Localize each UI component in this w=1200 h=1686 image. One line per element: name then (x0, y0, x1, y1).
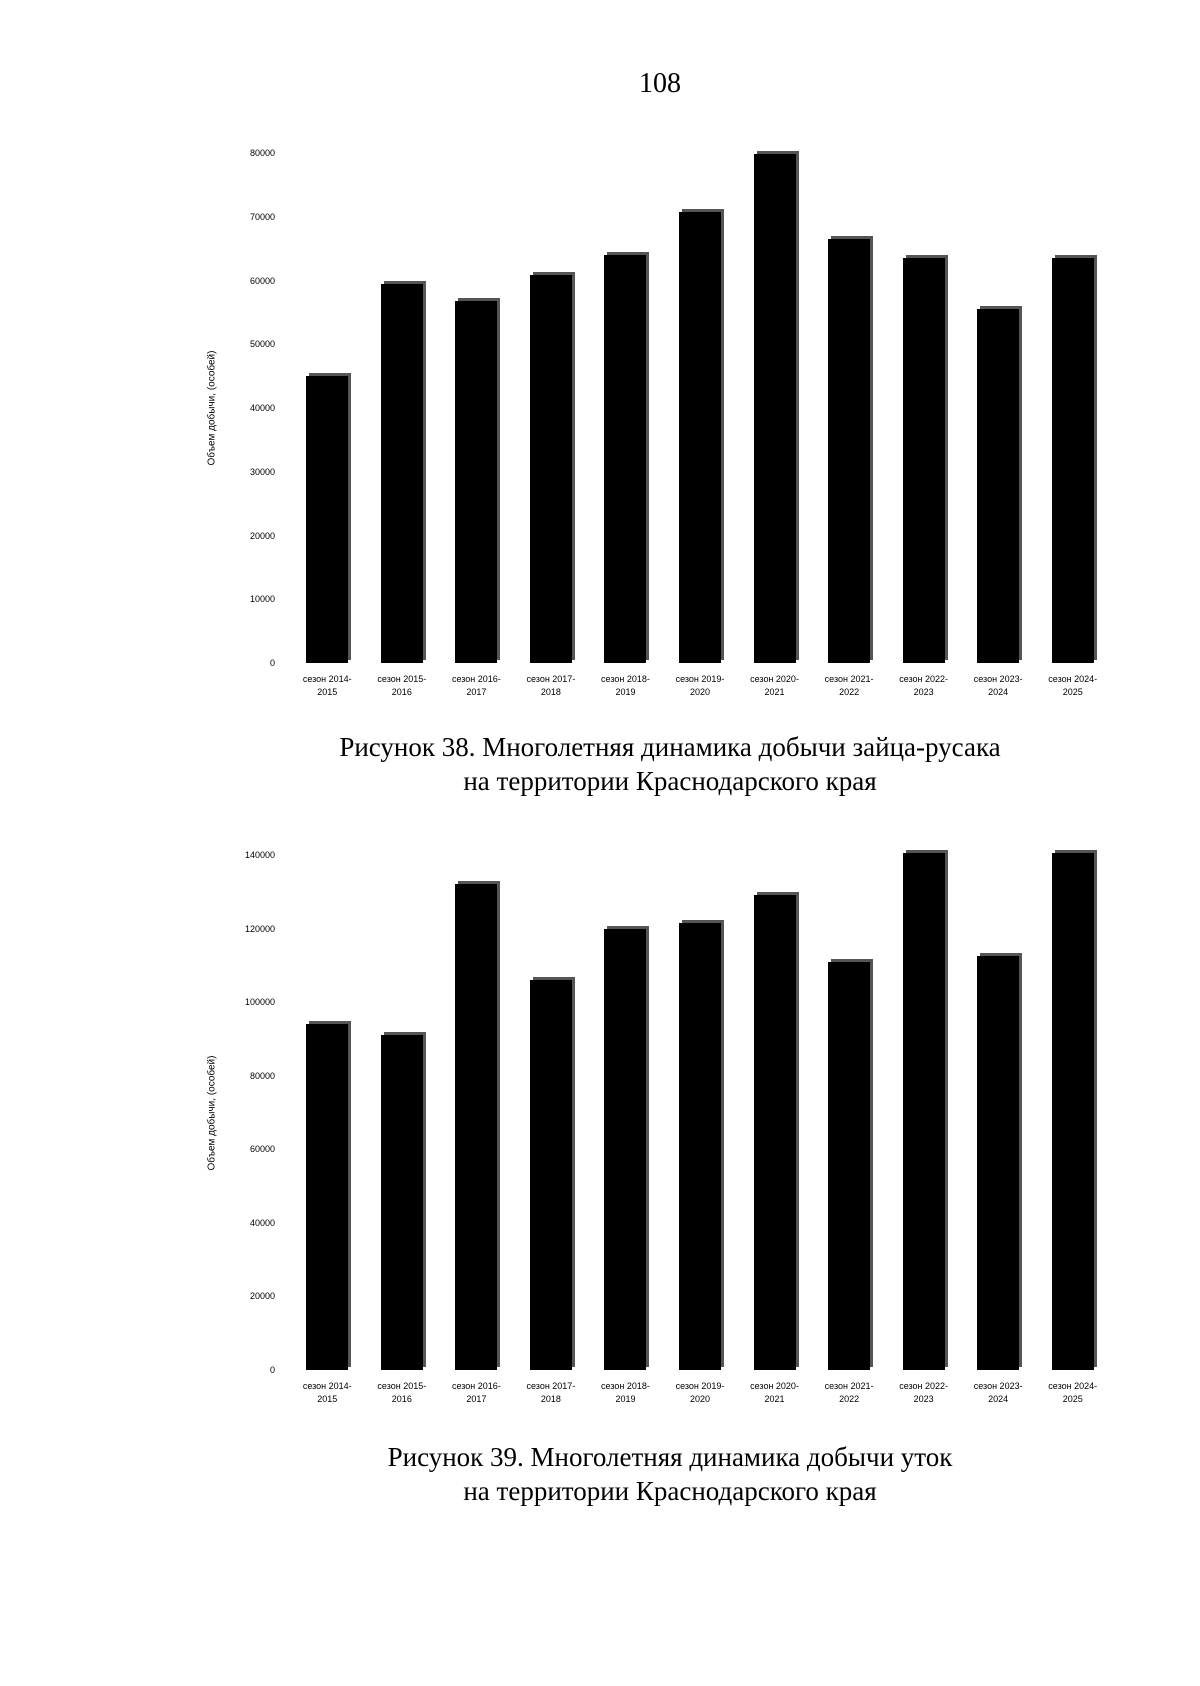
y-tick-label: 140000 (244, 850, 275, 860)
y-tick-label: 60000 (249, 1144, 275, 1155)
x-tick-label: сезон 2014- 2015 (302, 1381, 352, 1404)
x-tick-label: сезон 2015- 2016 (377, 674, 427, 697)
y-tick-label: 100000 (244, 997, 275, 1008)
page-number: 108 (639, 68, 681, 99)
y-tick-label: 0 (269, 658, 275, 668)
bar (306, 1024, 349, 1370)
bar (828, 961, 871, 1370)
bar (455, 884, 498, 1370)
y-tick-label: 30000 (249, 466, 275, 477)
y-tick-label: 70000 (249, 211, 275, 222)
y-tick-label: 120000 (244, 923, 275, 934)
x-tick-label: сезон 2014- 2015 (302, 674, 352, 697)
x-tick-label: сезон 2022- 2023 (899, 674, 949, 697)
y-tick-label: 80000 (249, 148, 275, 158)
bar (306, 376, 349, 663)
x-tick-label: сезон 2019- 2020 (675, 1381, 725, 1404)
y-tick-label: 20000 (249, 530, 275, 541)
y-tick-label: 0 (269, 1365, 275, 1375)
y-tick-label: 20000 (249, 1291, 275, 1302)
bar (753, 154, 796, 663)
y-tick-label: 50000 (249, 339, 275, 350)
x-tick-label: сезон 2023- 2024 (973, 1381, 1023, 1404)
x-tick-label: сезон 2016- 2017 (451, 674, 501, 697)
y-tick-label: 80000 (249, 1070, 275, 1081)
x-tick-label: сезон 2019- 2020 (675, 674, 725, 697)
bar (455, 300, 498, 663)
bar (529, 980, 572, 1370)
bar (1051, 853, 1094, 1370)
x-tick-label: сезон 2018- 2019 (601, 674, 650, 697)
caption-line: на территории Краснодарского края (463, 1476, 877, 1506)
bar (902, 258, 945, 663)
bar (604, 255, 647, 663)
x-tick-label: сезон 2020- 2021 (750, 1381, 799, 1404)
bar (828, 239, 871, 663)
x-tick-label: сезон 2024- 2025 (1048, 674, 1098, 697)
x-tick-label: сезон 2015- 2016 (377, 1381, 427, 1404)
y-axis-label: Объем добычи, (особей) (206, 350, 218, 466)
x-tick-label: сезон 2021- 2022 (824, 1381, 874, 1404)
bar (753, 895, 796, 1370)
x-tick-label: сезон 2017- 2018 (526, 1381, 576, 1404)
x-tick-label: сезон 2020- 2021 (750, 674, 799, 697)
x-tick-label: сезон 2016- 2017 (451, 1381, 501, 1404)
y-tick-label: 10000 (249, 594, 275, 605)
x-tick-label: сезон 2021- 2022 (824, 674, 874, 697)
y-tick-label: 40000 (249, 403, 275, 413)
bar (529, 275, 572, 663)
chart: 0 20000 40000 60000 80000 100000 120000 140000 О… (0, 840, 1200, 1506)
bar (604, 928, 647, 1370)
bar (679, 923, 721, 1370)
y-tick-label: 40000 (249, 1217, 275, 1228)
y-tick-label: 60000 (249, 275, 275, 286)
chart: 0 10000 20000 30000 40000 50000 60000 70000 8000… (0, 140, 1200, 796)
x-tick-label: сезон 2017- 2018 (526, 674, 576, 697)
caption-line: Рисунок 38. Многолетняя динамика добычи … (339, 732, 1001, 762)
x-tick-label: сезон 2022- 2023 (899, 1381, 949, 1404)
x-tick-label: сезон 2023- 2024 (973, 674, 1023, 697)
bar (977, 956, 1020, 1370)
x-tick-label: сезон 2018- 2019 (601, 1381, 650, 1404)
caption-line: Рисунок 39. Многолетняя динамика добычи … (387, 1442, 953, 1472)
bar (679, 211, 721, 663)
bar (380, 283, 423, 663)
y-axis-label: Объем добычи, (особей) (206, 1055, 218, 1170)
bar (1051, 258, 1094, 663)
caption-line: на территории Краснодарского края (463, 766, 877, 796)
bar (902, 853, 945, 1370)
bar (380, 1035, 423, 1370)
x-tick-label: сезон 2024- 2025 (1048, 1381, 1098, 1404)
bar (977, 309, 1020, 663)
